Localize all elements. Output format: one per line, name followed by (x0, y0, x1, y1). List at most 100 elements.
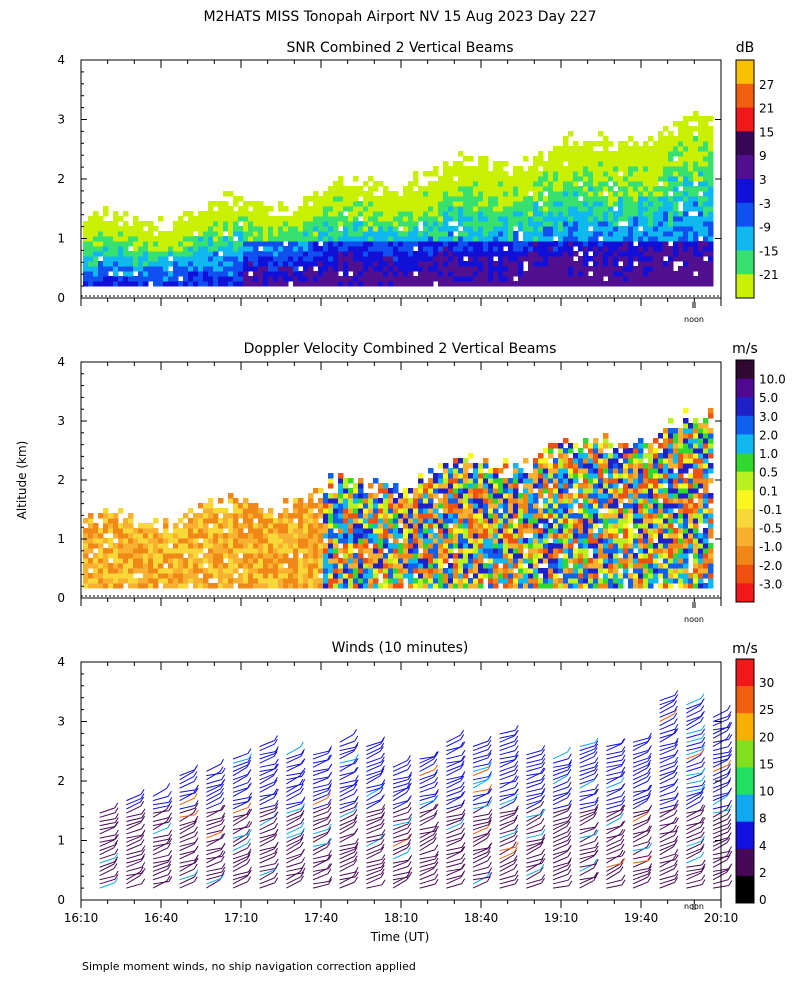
velocity-cell (603, 548, 609, 554)
snr-cell (258, 231, 264, 237)
snr-cell (498, 236, 504, 242)
velocity-cell (343, 513, 349, 519)
velocity-cell (503, 513, 509, 519)
velocity-cell (273, 563, 279, 569)
snr-cell (288, 246, 294, 252)
velocity-cell (533, 533, 539, 539)
snr-cell (523, 246, 529, 252)
snr-cell (433, 276, 439, 282)
snr-cell (503, 231, 509, 237)
velocity-cell (648, 533, 654, 539)
snr-cell (443, 231, 449, 237)
velocity-cell (643, 508, 649, 514)
velocity-cell (353, 568, 359, 574)
snr-cell (538, 266, 544, 272)
snr-cell (258, 266, 264, 272)
snr-cell (548, 281, 554, 287)
snr-cell (473, 211, 479, 217)
snr-cell (698, 221, 704, 227)
snr-cell (88, 236, 94, 242)
snr-cell (663, 136, 669, 142)
velocity-cell (93, 533, 99, 539)
velocity-cell (328, 473, 334, 479)
velocity-cell (648, 523, 654, 529)
velocity-cell (118, 548, 124, 554)
snr-cell (463, 226, 469, 232)
snr-cell (238, 241, 244, 247)
velocity-cell (328, 538, 334, 544)
velocity-cell (313, 543, 319, 549)
snr-cell (678, 176, 684, 182)
snr-cell (463, 191, 469, 197)
snr-cell (453, 171, 459, 177)
velocity-cell (648, 578, 654, 584)
doppler-units-label: m/s (732, 341, 758, 357)
snr-cell (293, 226, 299, 232)
snr-cell (543, 216, 549, 222)
snr-cell (498, 281, 504, 287)
velocity-cell (328, 533, 334, 539)
snr-cell (393, 241, 399, 247)
snr-cell (673, 166, 679, 172)
velocity-cell (583, 563, 589, 569)
snr-cell (243, 236, 249, 242)
snr-cell (633, 151, 639, 157)
snr-cell (608, 151, 614, 157)
snr-cell (513, 166, 519, 172)
snr-cell (203, 226, 209, 232)
snr-cell (518, 271, 524, 277)
velocity-cell (518, 503, 524, 509)
snr-cell (148, 261, 154, 267)
snr-cell (568, 231, 574, 237)
velocity-cell (518, 518, 524, 524)
velocity-cell (253, 528, 259, 534)
snr-cell (373, 251, 379, 257)
velocity-cell (143, 533, 149, 539)
velocity-cell (188, 548, 194, 554)
velocity-cell (303, 508, 309, 514)
snr-cell (463, 236, 469, 242)
snr-cell (208, 216, 214, 222)
velocity-cell (503, 563, 509, 569)
velocity-cell (223, 518, 229, 524)
snr-cell (578, 256, 584, 262)
snr-cell (313, 261, 319, 267)
velocity-cell (543, 543, 549, 549)
snr-cell (253, 251, 259, 257)
snr-cell (333, 261, 339, 267)
velocity-cell (313, 553, 319, 559)
velocity-cell (388, 523, 394, 529)
snr-cell (658, 261, 664, 267)
velocity-cell (503, 553, 509, 559)
snr-cell (398, 196, 404, 202)
velocity-cell (468, 513, 474, 519)
snr-cell (178, 221, 184, 227)
snr-cell (578, 201, 584, 207)
velocity-cell (438, 523, 444, 529)
velocity-cell (403, 513, 409, 519)
snr-cell (418, 276, 424, 282)
snr-cell (143, 236, 149, 242)
snr-cell (548, 196, 554, 202)
snr-cell (448, 166, 454, 172)
snr-cell (668, 276, 674, 282)
snr-cell (458, 276, 464, 282)
snr-cell (408, 236, 414, 242)
snr-cell (223, 266, 229, 272)
snr-cell (668, 271, 674, 277)
snr-cell (658, 206, 664, 212)
snr-cell (668, 221, 674, 227)
snr-cell (513, 216, 519, 222)
velocity-cell (383, 503, 389, 509)
snr-cell (358, 256, 364, 262)
snr-cell (578, 186, 584, 192)
snr-cell (608, 236, 614, 242)
snr-cell (633, 271, 639, 277)
snr-cell (218, 226, 224, 232)
velocity-cell (643, 493, 649, 499)
snr-cell (278, 276, 284, 282)
snr-cell (558, 161, 564, 167)
velocity-cell (568, 468, 574, 474)
snr-cell (428, 246, 434, 252)
snr-cell (438, 211, 444, 217)
